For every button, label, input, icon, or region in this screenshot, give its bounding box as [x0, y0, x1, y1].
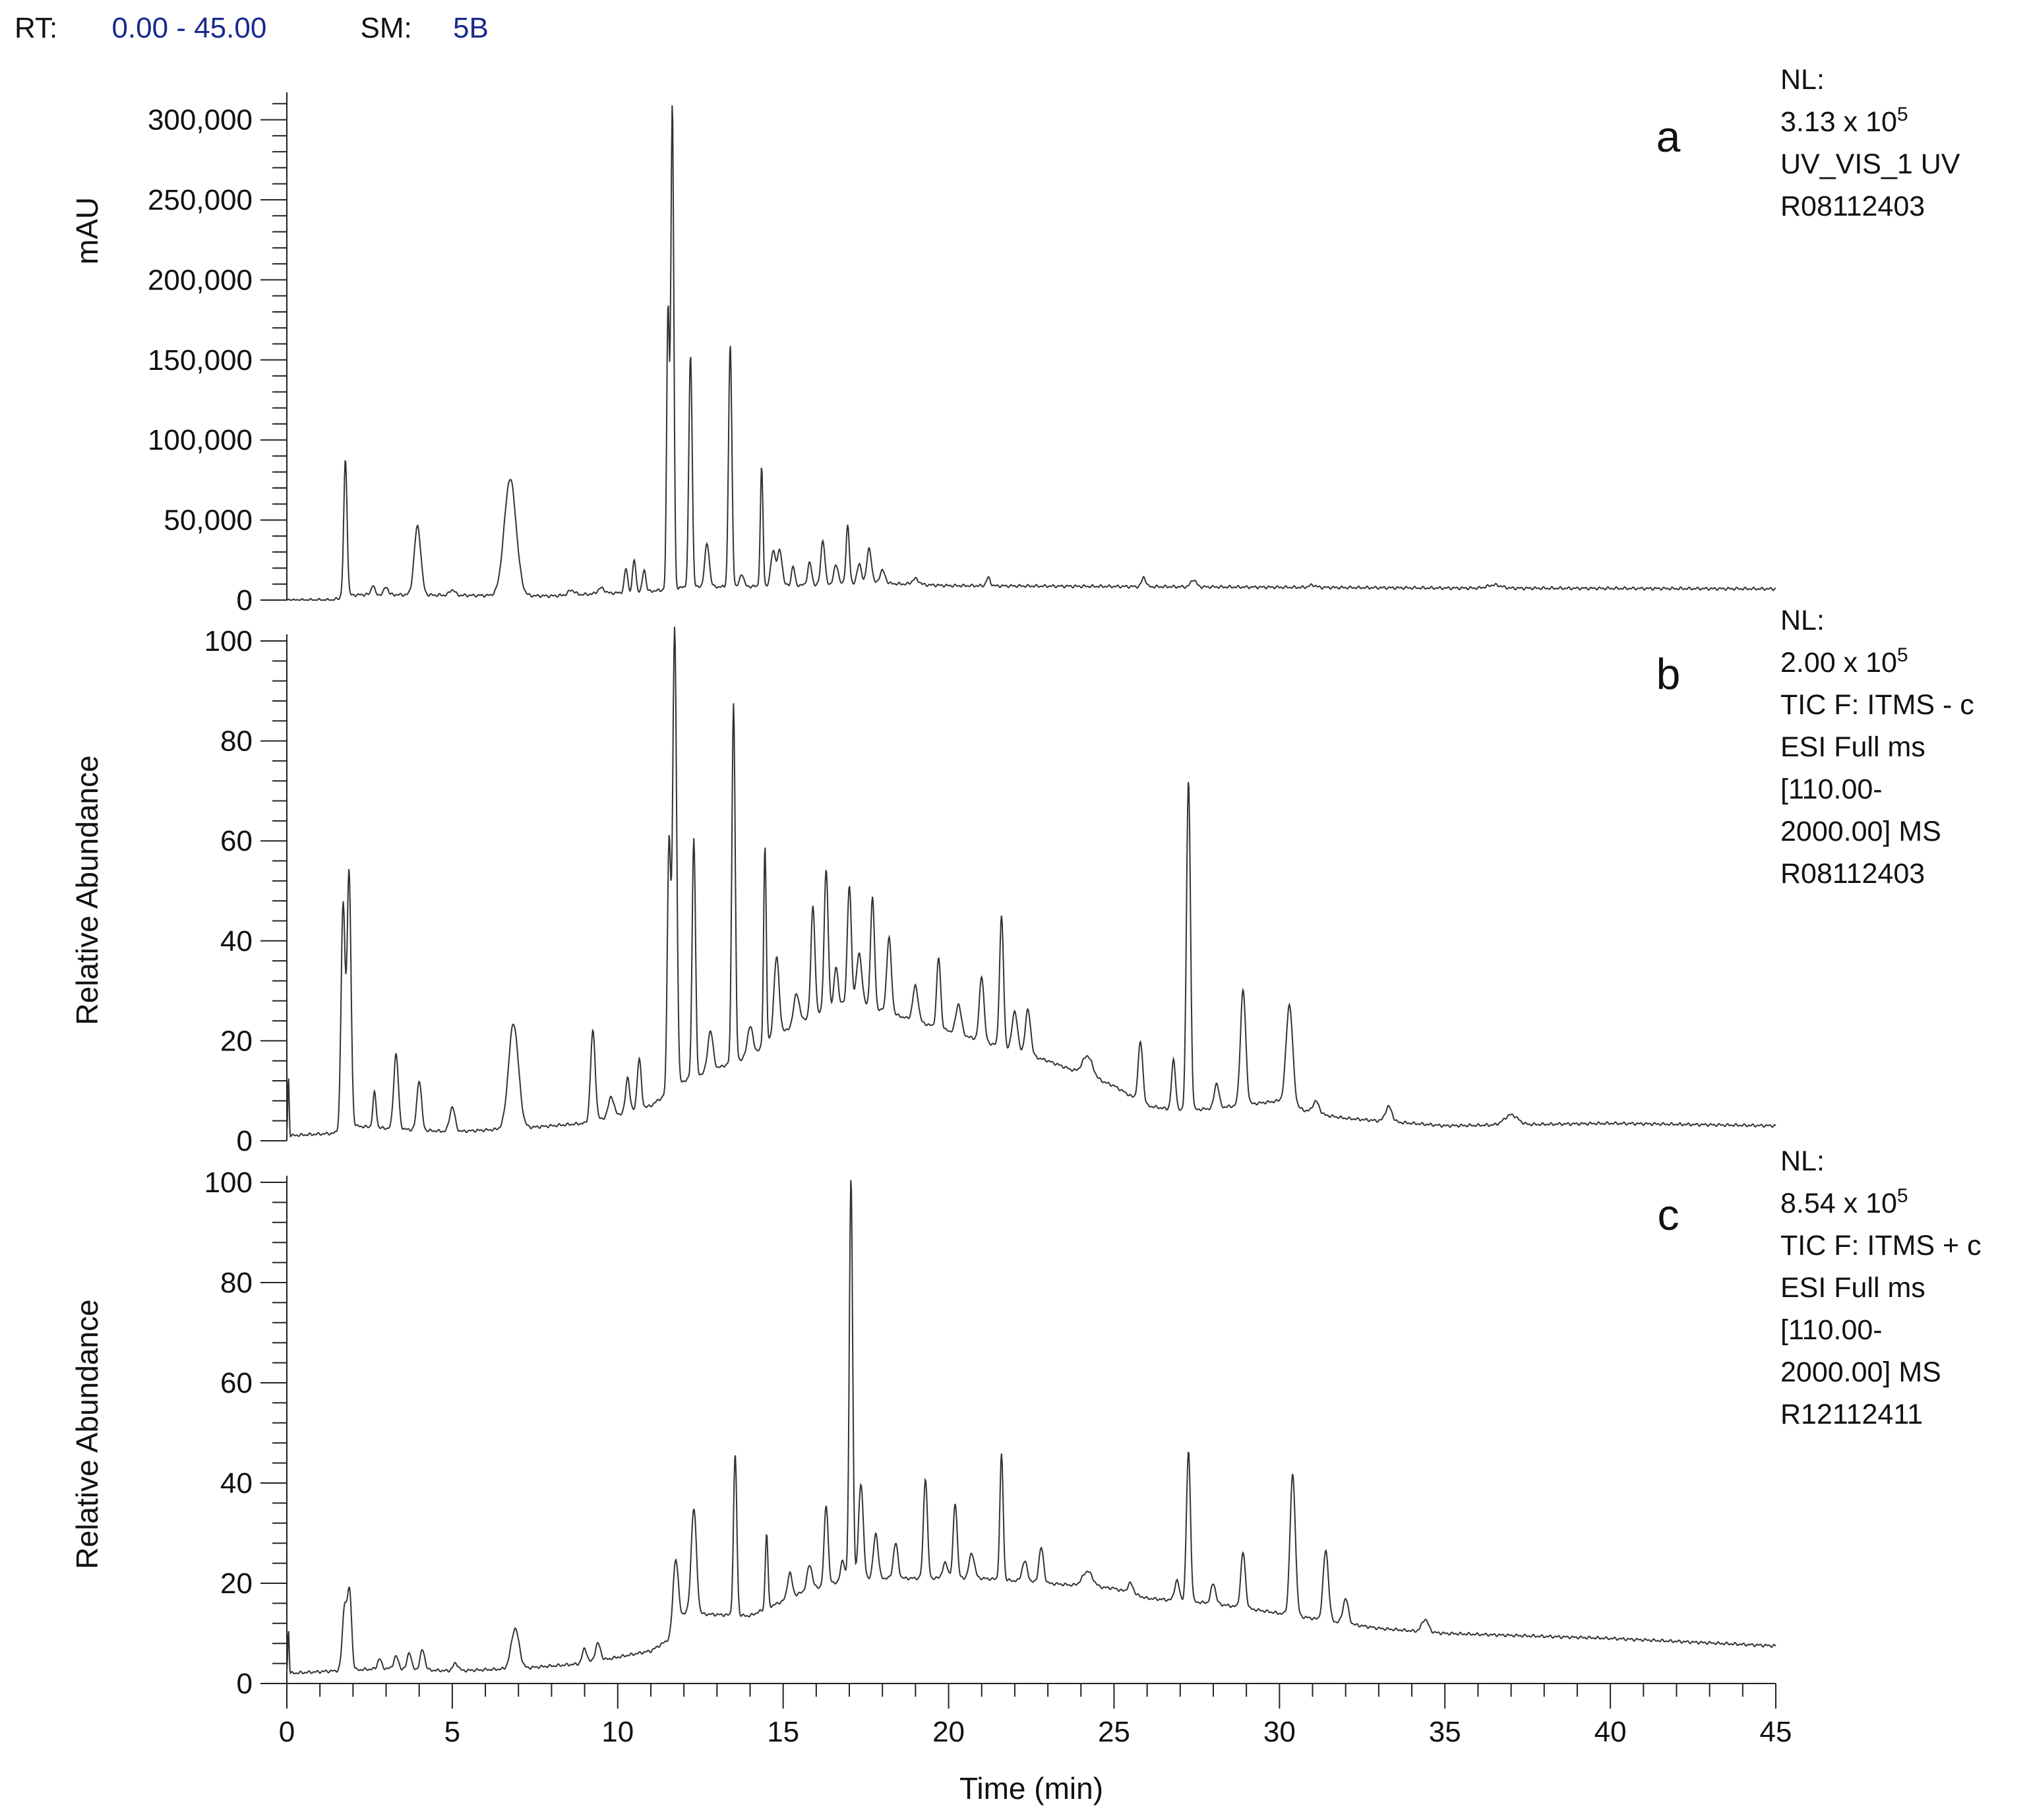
scan-info-line: TIC F: ITMS - c: [1780, 689, 1974, 721]
scan-info-line: R12112411: [1780, 1399, 1923, 1430]
panel-letter: c: [1658, 1190, 1680, 1239]
trace-line-b: [286, 626, 1776, 1138]
nl-label: NL:: [1780, 1145, 1825, 1177]
trace-line-c: [286, 1180, 1776, 1675]
y-tick-label: 40: [220, 1467, 253, 1500]
x-tick-label: 20: [932, 1716, 965, 1748]
chart-panel-a: 0 50,000 100,000 150,000 200,000 250,000 300,0…: [70, 64, 1960, 617]
y-tick-label: 80: [220, 1267, 253, 1299]
y-tick-label: 250,000: [148, 184, 253, 216]
x-tick-label: 40: [1594, 1716, 1627, 1748]
y-tick-label: 200,000: [148, 264, 253, 296]
nl-label: NL:: [1780, 605, 1825, 636]
nl-exponent: 5: [1897, 104, 1908, 125]
scan-info-line: ESI Full ms: [1780, 1272, 1925, 1304]
y-axis-title: Relative Abundance: [70, 1299, 104, 1569]
x-tick-label: 0: [279, 1716, 295, 1748]
y-tick-label: 0: [237, 584, 253, 617]
nl-exponent: 5: [1897, 1185, 1908, 1207]
nl-label: NL:: [1780, 64, 1825, 96]
y-tick-label: 20: [220, 1025, 253, 1057]
chart-panel-b: 0 20 40 60 80 100 Relative Abundance b NL: 2.00 x…: [70, 605, 1974, 1157]
y-tick-label: 150,000: [148, 344, 253, 377]
y-tick-label: 50,000: [164, 504, 253, 537]
panel-letter: a: [1656, 112, 1681, 161]
x-tick-label: 25: [1098, 1716, 1130, 1748]
scan-info-line: [110.00-: [1780, 774, 1883, 805]
panel-letter: b: [1656, 650, 1681, 698]
trace-line-a: [286, 105, 1776, 601]
rt-value: 0.00 - 45.00: [111, 12, 267, 44]
rt-key: RT:: [15, 12, 58, 44]
x-axis-title: Time (min): [959, 1771, 1103, 1805]
y-axis-title: mAU: [70, 197, 104, 264]
x-tick-label: 30: [1263, 1716, 1296, 1748]
y-tick-label: 0: [237, 1668, 253, 1700]
header-bar: RT: 0.00 - 45.00 SM: 5B: [15, 12, 489, 51]
y-tick-label: 60: [220, 1367, 253, 1399]
x-tick-label: 5: [444, 1716, 460, 1748]
y-tick-label: 20: [220, 1567, 253, 1600]
nl-exponent: 5: [1897, 644, 1908, 666]
y-tick-label: 100: [204, 1167, 253, 1199]
nl-value: 3.13 x 105: [1780, 104, 1908, 138]
y-tick-label: 40: [220, 925, 253, 957]
y-tick-label: 100,000: [148, 424, 253, 456]
scan-info-line: R08112403: [1780, 858, 1925, 890]
sm-value: 5B: [453, 12, 489, 44]
scan-info-line: R08112403: [1780, 191, 1925, 222]
y-tick-label: 100: [204, 625, 253, 657]
scan-info-line: UV_VIS_1 UV: [1780, 148, 1960, 180]
x-tick-label: 35: [1429, 1716, 1461, 1748]
scan-info-line: TIC F: ITMS + c: [1780, 1230, 1982, 1261]
scan-info-line: 2000.00] MS: [1780, 816, 1941, 847]
x-tick-label: 45: [1760, 1716, 1792, 1748]
y-tick-label: 0: [237, 1125, 253, 1157]
scan-info-line: [110.00-: [1780, 1314, 1883, 1346]
x-tick-label: 10: [601, 1716, 634, 1748]
sm-key: SM:: [360, 12, 412, 44]
scan-info-line: ESI Full ms: [1780, 731, 1925, 763]
nl-value: 2.00 x 105: [1780, 644, 1908, 679]
y-axis-title: Relative Abundance: [70, 755, 104, 1025]
scan-info-line: 2000.00] MS: [1780, 1356, 1941, 1388]
y-tick-label: 80: [220, 725, 253, 758]
nl-value: 8.54 x 105: [1780, 1185, 1908, 1219]
y-tick-label: 60: [220, 825, 253, 857]
y-tick-label: 300,000: [148, 104, 253, 136]
x-tick-label: 15: [767, 1716, 799, 1748]
